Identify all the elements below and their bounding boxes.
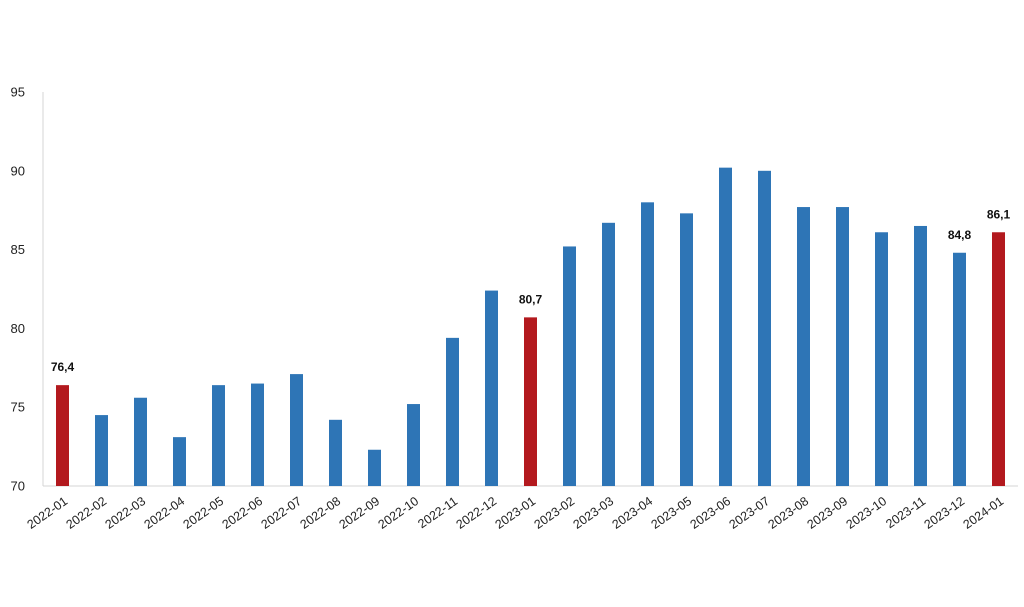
y-tick-label: 70 [11, 479, 25, 494]
bar-2022-12 [485, 290, 498, 486]
x-tick-label: 2022-05 [181, 494, 227, 532]
x-tick-label: 2022-06 [220, 494, 266, 532]
data-labels: 76,4 80,7 84,8 86,1 [51, 207, 1011, 374]
bar-2024-01 [992, 232, 1005, 486]
data-label-2023-12: 84,8 [948, 228, 972, 242]
x-tick-label: 2022-01 [25, 494, 71, 532]
bar-2022-05 [212, 385, 225, 486]
x-tick-label: 2022-04 [142, 494, 188, 532]
x-tick-label: 2022-07 [259, 494, 305, 532]
x-axis: 2022-012022-022022-032022-042022-052022-… [25, 485, 1018, 532]
x-tick-label: 2022-10 [376, 494, 422, 532]
x-tick-label: 2023-02 [532, 494, 578, 532]
data-label-2022-01: 76,4 [51, 360, 75, 374]
x-tick-label: 2023-10 [844, 494, 890, 532]
x-tick-label: 2022-02 [64, 494, 110, 532]
y-tick-label: 90 [11, 163, 25, 178]
x-tick-label: 2023-07 [727, 494, 773, 532]
y-tick-label: 75 [11, 400, 25, 415]
y-tick-label: 80 [11, 321, 25, 336]
y-tick-label: 95 [11, 85, 25, 100]
bar-2023-04 [641, 202, 654, 486]
x-tick-label: 2022-08 [298, 494, 344, 532]
bar-2023-01 [524, 317, 537, 486]
bar-2022-06 [251, 383, 264, 486]
bar-2022-07 [290, 374, 303, 486]
bars [56, 167, 1005, 487]
x-tick-label: 2022-11 [415, 494, 460, 531]
x-tick-label: 2023-03 [571, 494, 617, 532]
x-tick-label: 2023-01 [493, 494, 539, 532]
bar-2022-11 [446, 337, 459, 486]
bar-2022-01 [56, 385, 69, 486]
x-tick-label: 2023-04 [610, 494, 656, 532]
x-tick-label: 2023-12 [922, 494, 968, 532]
bar-2022-03 [134, 397, 147, 486]
data-label-2023-01: 80,7 [519, 292, 543, 306]
bar-2023-11 [914, 225, 927, 486]
x-tick-label: 2023-11 [883, 494, 928, 531]
x-tick-label: 2022-03 [103, 494, 149, 532]
bar-2022-08 [329, 419, 342, 486]
x-tick-label: 2022-09 [337, 494, 383, 532]
bar-2022-04 [173, 437, 186, 486]
x-tick-label: 2023-09 [805, 494, 851, 532]
bar-2023-02 [563, 246, 576, 486]
x-tick-label: 2022-12 [454, 494, 500, 532]
y-axis: 70 75 80 85 90 95 [11, 85, 44, 494]
x-tick-label: 2023-08 [766, 494, 812, 532]
bar-2023-06 [719, 167, 732, 486]
bar-2022-09 [368, 449, 381, 486]
bar-2022-10 [407, 404, 420, 486]
x-tick-label: 2024-01 [961, 494, 1007, 532]
bar-2023-03 [602, 222, 615, 486]
data-label-2024-01: 86,1 [987, 207, 1011, 221]
x-tick-label: 2023-06 [688, 494, 734, 532]
y-tick-label: 85 [11, 242, 25, 257]
bar-2022-02 [95, 415, 108, 486]
bar-2023-10 [875, 232, 888, 486]
bar-2023-12 [953, 252, 966, 486]
bar-2023-08 [797, 207, 810, 487]
bar-2023-05 [680, 213, 693, 486]
bar-2023-09 [836, 207, 849, 487]
x-tick-label: 2023-05 [649, 494, 695, 532]
bar-2023-07 [758, 170, 771, 487]
